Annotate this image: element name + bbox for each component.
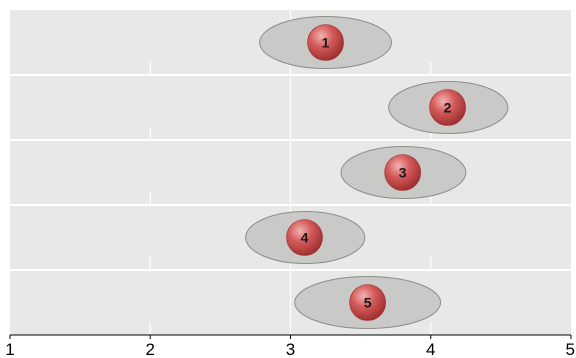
x-tick-label: 3 xyxy=(286,340,295,358)
point-label-2: 2 xyxy=(444,100,452,116)
data-point-3: 3 xyxy=(384,154,422,191)
point-marker-2 xyxy=(429,89,466,126)
point-label-4: 4 xyxy=(301,230,309,246)
x-tick-label: 2 xyxy=(146,340,155,358)
data-point-2: 2 xyxy=(429,89,466,126)
point-label-5: 5 xyxy=(364,295,372,311)
x-tick-label: 1 xyxy=(5,340,14,358)
point-marker-1 xyxy=(307,24,344,61)
data-point-5: 5 xyxy=(349,284,386,321)
point-marker-3 xyxy=(384,154,422,191)
point-marker-5 xyxy=(349,284,386,321)
point-label-3: 3 xyxy=(399,165,407,181)
x-tick-label: 5 xyxy=(566,340,575,358)
point-marker-4 xyxy=(286,219,323,256)
data-point-1: 1 xyxy=(307,24,344,61)
point-label-1: 1 xyxy=(322,35,330,51)
data-point-4: 4 xyxy=(286,219,323,256)
x-tick-label: 4 xyxy=(426,340,435,358)
